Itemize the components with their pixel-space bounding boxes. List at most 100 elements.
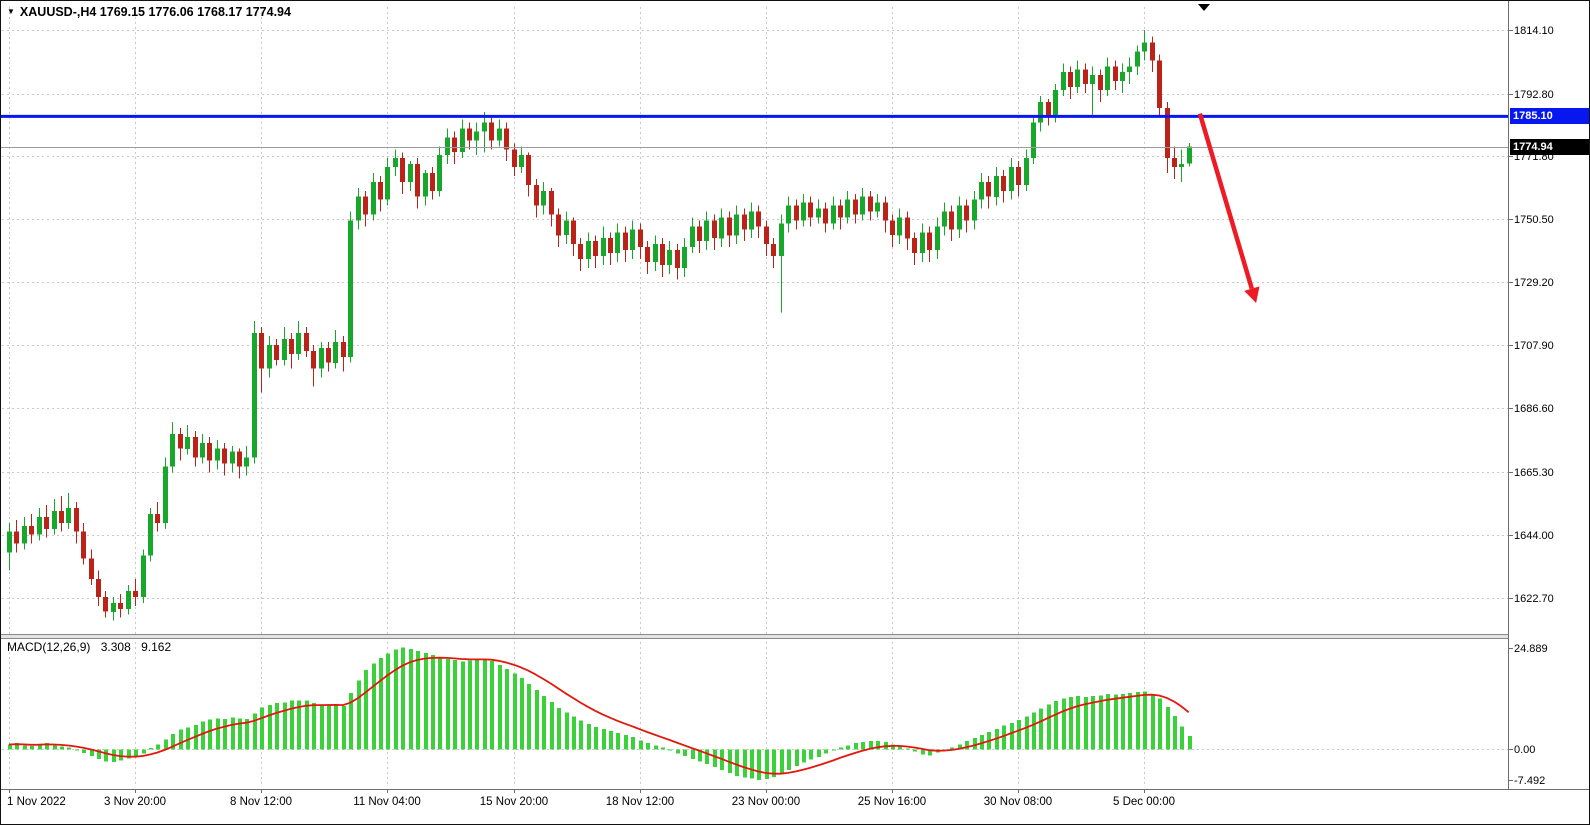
candle <box>170 422 175 473</box>
macd-bar <box>817 749 821 757</box>
macd-bar <box>542 696 546 750</box>
candle <box>356 187 361 230</box>
macd-bar <box>90 749 94 756</box>
macd-bar <box>490 661 494 750</box>
macd-bar <box>424 652 428 750</box>
candle <box>445 128 450 165</box>
macd-bar <box>639 740 643 750</box>
candle <box>244 445 249 476</box>
candle <box>786 196 791 233</box>
macd-bar <box>854 743 858 750</box>
macd-bar <box>349 692 353 750</box>
candle <box>437 146 442 197</box>
time-axis-label: 3 Nov 20:00 <box>104 796 166 808</box>
candle <box>682 238 687 277</box>
macd-bar <box>23 745 27 750</box>
macd-bar <box>461 661 465 750</box>
macd-bar <box>231 717 235 750</box>
macd-bar <box>97 749 101 759</box>
macd-bar <box>750 749 754 779</box>
candle <box>645 241 650 274</box>
time-axis-label: 11 Nov 04:00 <box>353 796 421 808</box>
candle <box>519 146 524 173</box>
macd-bar <box>572 716 576 750</box>
time-axis-label: 25 Nov 16:00 <box>858 796 926 808</box>
macd-bar <box>453 660 457 750</box>
candle <box>311 345 316 387</box>
macd-bar <box>795 749 799 766</box>
macd-bar <box>201 721 205 750</box>
candle <box>1187 143 1192 167</box>
candle <box>897 208 902 245</box>
candle <box>185 425 190 455</box>
macd-bar <box>676 749 680 754</box>
macd-bar <box>1069 697 1073 750</box>
candle <box>141 549 146 603</box>
candle <box>111 596 116 621</box>
macd-bar <box>438 656 442 750</box>
candle <box>794 199 799 230</box>
candle <box>1165 101 1170 173</box>
macd-bar <box>283 702 287 750</box>
candle <box>994 167 999 206</box>
candle <box>838 199 843 230</box>
candle <box>690 217 695 254</box>
candle <box>860 187 865 221</box>
macd-bar <box>342 706 346 750</box>
macd-indicator-name: MACD(12,26,9) <box>7 640 91 654</box>
candle <box>259 327 264 393</box>
candle <box>883 196 888 233</box>
macd-bar <box>1032 712 1036 750</box>
macd-bar <box>394 649 398 750</box>
candle <box>371 173 376 221</box>
candle <box>667 241 672 274</box>
trend-arrow[interactable] <box>1197 113 1260 303</box>
candle <box>37 508 42 541</box>
candle <box>415 158 420 209</box>
candle <box>504 122 509 162</box>
candle <box>148 508 153 562</box>
candle <box>660 238 665 277</box>
macd-bar <box>401 647 405 750</box>
time-axis-label: 15 Nov 20:00 <box>480 796 548 808</box>
price-axis[interactable]: 1814.101792.801771.801750.501729.201707.… <box>1 1 1590 790</box>
macd-bar <box>691 749 695 759</box>
macd-bar <box>609 731 613 750</box>
candle <box>66 493 71 529</box>
macd-bar <box>327 704 331 750</box>
macd-bar <box>409 648 413 750</box>
macd-bar <box>705 749 709 765</box>
macd-bar <box>565 712 569 750</box>
collapse-icon[interactable]: ▼ <box>7 7 15 16</box>
candle <box>74 502 79 544</box>
macd-bar <box>364 670 368 750</box>
macd-bar <box>416 650 420 750</box>
panel-separator[interactable] <box>1 634 1508 639</box>
macd-bar <box>646 743 650 750</box>
macd-bar <box>275 702 279 750</box>
macd-bar <box>142 749 146 754</box>
candle <box>460 119 465 159</box>
macd-bar <box>839 747 843 750</box>
macd-main-value: 3.308 <box>100 640 131 654</box>
price-axis-label: 1644.00 <box>1514 530 1554 542</box>
candle <box>905 211 910 251</box>
candle <box>230 445 235 473</box>
macd-bar <box>861 742 865 750</box>
macd-signal-value: 9.162 <box>141 640 172 654</box>
candle <box>1135 45 1140 76</box>
macd-bar <box>290 700 294 750</box>
candle <box>497 119 502 147</box>
macd-bar <box>1128 692 1132 750</box>
candle <box>630 220 635 259</box>
candle <box>653 235 658 271</box>
macd-signal-line <box>8 656 1190 775</box>
macd-bar <box>8 744 12 750</box>
candle <box>1142 29 1147 61</box>
candle <box>927 226 932 262</box>
time-axis[interactable]: 1 Nov 2022 3 Nov 20:00 8 Nov 12:00 11 Nov 0… <box>7 789 1175 808</box>
candle <box>1127 57 1132 85</box>
chart-shift-marker[interactable] <box>1198 4 1210 11</box>
